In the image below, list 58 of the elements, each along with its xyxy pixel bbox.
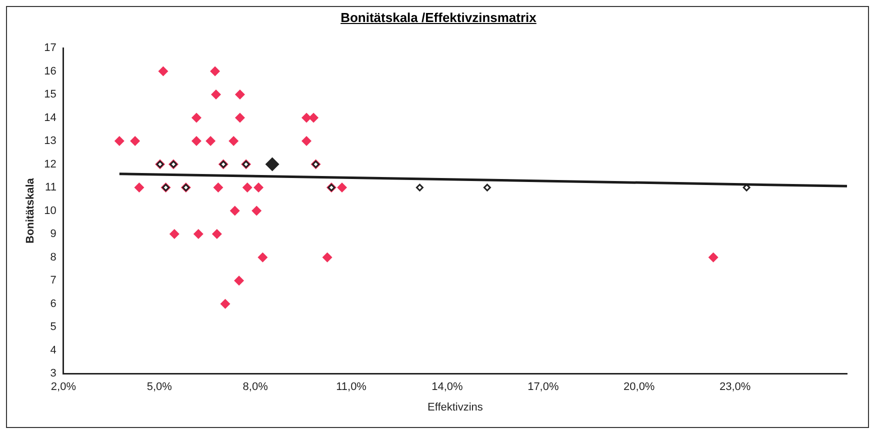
point [302, 136, 312, 146]
point [302, 112, 312, 123]
point [158, 66, 168, 76]
point [416, 184, 424, 192]
y-tick-label: 3 [50, 368, 56, 380]
point [230, 206, 240, 216]
chart-title: Bonitätskala /Effektivzinsmatrix [340, 10, 538, 25]
y-tick-label: 13 [44, 135, 56, 148]
point [130, 136, 140, 146]
point [252, 206, 262, 216]
point [254, 182, 264, 193]
x-axis-title: Effektivzins [428, 401, 484, 414]
y-tick-label: 7 [50, 274, 56, 287]
x-tick-label: 8,0% [242, 381, 268, 394]
y-tick-label: 15 [44, 88, 56, 101]
point [210, 90, 221, 100]
y-tick-label: 10 [44, 204, 56, 217]
point [258, 252, 268, 262]
point [337, 182, 347, 193]
point [242, 182, 252, 193]
y-tick-label: 8 [50, 251, 56, 264]
y-tick-label: 12 [44, 158, 56, 170]
point [220, 298, 230, 309]
x-tick-label: 17,0% [528, 381, 559, 394]
point [228, 136, 239, 146]
point [169, 229, 180, 240]
point [234, 90, 245, 100]
y-tick-label: 4 [50, 344, 56, 356]
point [212, 229, 222, 240]
x-tick-label: 11,0% [336, 381, 367, 394]
point [206, 136, 216, 146]
x-tick-label: 14,0% [432, 381, 464, 394]
point [191, 112, 202, 123]
point [234, 112, 245, 123]
point [114, 136, 124, 146]
point [483, 184, 491, 192]
point [213, 182, 224, 193]
point [234, 276, 244, 286]
point [308, 112, 319, 123]
x-tick-label: 2,0% [50, 381, 76, 394]
y-tick-label: 17 [44, 42, 56, 54]
point [134, 182, 144, 193]
point [322, 252, 332, 262]
x-tick-label: 23,0% [719, 381, 751, 394]
point [191, 136, 202, 146]
x-tick-label: 20,0% [624, 381, 655, 394]
point [708, 252, 718, 262]
y-tick-label: 14 [44, 112, 56, 124]
y-tick-label: 9 [50, 228, 56, 240]
point [210, 66, 220, 76]
y-tick-label: 5 [50, 321, 56, 334]
y-axis-title: Bonitätskala [24, 177, 37, 244]
y-tick-label: 6 [50, 298, 56, 310]
x-tick-label: 5,0% [146, 381, 172, 394]
point [265, 157, 280, 172]
y-tick-label: 16 [44, 65, 56, 78]
point [193, 229, 204, 240]
y-tick-label: 11 [45, 182, 56, 194]
